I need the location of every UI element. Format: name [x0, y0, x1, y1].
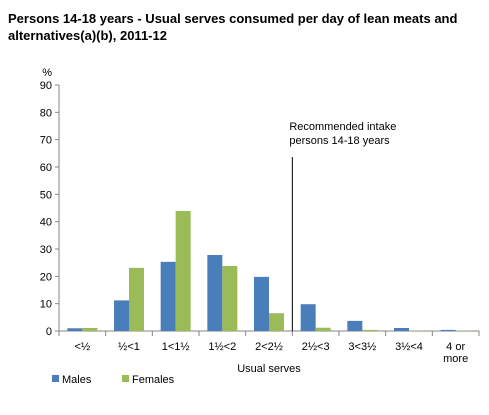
x-tick-label: 3½<4: [395, 341, 423, 353]
y-tick-label: 10: [40, 299, 52, 311]
y-tick-label: 90: [40, 80, 52, 92]
y-tick-label: 0: [46, 326, 52, 338]
bar-females: [129, 267, 144, 331]
bar-females: [269, 313, 284, 331]
bar-males: [67, 328, 83, 331]
y-tick-label: 40: [40, 217, 52, 229]
recommended-intake-label: Recommended intake: [289, 121, 396, 133]
bar-males: [160, 261, 176, 331]
x-tick-label: 1½<2: [208, 341, 236, 353]
y-tick-label: 30: [40, 244, 52, 256]
bar-males: [440, 329, 456, 331]
x-tick-label: 1<1½: [162, 341, 190, 353]
bar-males: [114, 300, 129, 331]
bar-females: [175, 211, 191, 331]
legend-swatch-males: [52, 375, 59, 382]
bar-females: [82, 327, 98, 331]
legend-label-females: Females: [132, 374, 175, 386]
y-tick-label: 70: [40, 135, 52, 147]
x-tick-label: ½<1: [118, 341, 140, 353]
y-tick-label: 20: [40, 271, 52, 283]
bar-females: [222, 265, 238, 331]
legend-label-males: Males: [62, 374, 92, 386]
y-tick-label: 80: [40, 107, 52, 119]
x-tick-label: <½: [75, 341, 91, 353]
x-tick-label: 4 or: [446, 341, 465, 353]
x-tick-label: more: [443, 353, 468, 365]
x-tick-label: 2½<3: [302, 341, 330, 353]
bar-males: [254, 276, 269, 331]
recommended-intake-label: persons 14-18 years: [289, 135, 390, 147]
y-tick-label: 50: [40, 189, 52, 201]
bar-males: [347, 320, 363, 331]
x-tick-label: 3<3½: [348, 341, 376, 353]
bar-females: [362, 329, 378, 331]
bar-males: [300, 304, 316, 331]
legend-swatch-females: [122, 375, 129, 382]
y-tick-label: 60: [40, 162, 52, 174]
x-tick-label: 2<2½: [255, 341, 283, 353]
bar-females: [315, 327, 331, 331]
bar-males: [394, 327, 409, 331]
y-unit-label: %: [42, 67, 52, 79]
chart-title: Persons 14-18 years - Usual serves consu…: [8, 11, 458, 43]
x-axis-title: Usual serves: [237, 363, 301, 375]
bar-males: [207, 255, 223, 331]
